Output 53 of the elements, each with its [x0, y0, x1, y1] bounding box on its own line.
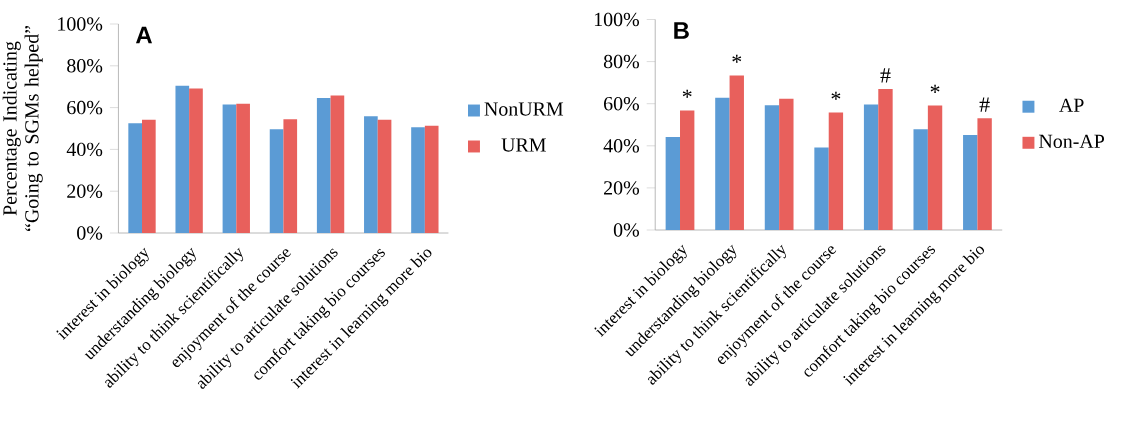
y-tick-label: 80% — [603, 54, 640, 69]
bar — [175, 85, 190, 233]
bar — [764, 105, 780, 230]
y-tick-label: 60% — [604, 96, 640, 111]
bar — [963, 135, 978, 230]
annotation: * — [732, 54, 742, 63]
bar — [189, 88, 203, 233]
legend-label: URM — [501, 138, 546, 152]
bar — [729, 75, 744, 230]
bar — [878, 88, 893, 230]
bar — [269, 129, 284, 233]
bar — [680, 110, 695, 230]
bar — [665, 136, 681, 230]
bar — [283, 119, 298, 233]
bar — [142, 119, 156, 233]
bar — [715, 97, 730, 230]
bar — [236, 103, 250, 233]
bar — [411, 127, 425, 233]
bar — [222, 104, 237, 233]
y-tick-label: 100% — [58, 17, 103, 31]
annotation: * — [930, 84, 940, 93]
y-tick-label: 0% — [613, 223, 640, 237]
bar — [977, 118, 992, 230]
bar — [424, 125, 439, 233]
bar — [828, 112, 844, 230]
bar — [364, 116, 378, 233]
bar — [316, 97, 331, 233]
bar — [927, 105, 943, 230]
chart-title: B — [674, 22, 689, 39]
y-tick-label: 40% — [66, 142, 103, 157]
y-axis-title: Percentage Indicating “Going to SGMs helped” — [2, 25, 43, 232]
chart-title: A — [135, 26, 152, 44]
y-tick-label: 100% — [594, 12, 640, 27]
legend-label: NonURM — [484, 102, 564, 116]
annotation: # — [979, 97, 990, 112]
bar — [913, 129, 928, 230]
y-tick-label: 60% — [67, 100, 103, 115]
y-tick-label: 40% — [603, 139, 640, 153]
annotation: * — [682, 89, 692, 98]
y-tick-label: 20% — [67, 184, 103, 198]
y-tick-label: 20% — [604, 181, 640, 195]
bar — [330, 95, 345, 233]
bar — [779, 98, 794, 230]
y-tick-label: 0% — [77, 226, 103, 240]
legend-label: Non-AP — [1038, 134, 1105, 149]
annotation: # — [880, 68, 891, 83]
legend-label: AP — [1059, 98, 1084, 112]
bar — [863, 104, 879, 230]
y-tick-label: 80% — [67, 59, 103, 73]
bar — [814, 147, 829, 230]
bar — [377, 119, 392, 233]
annotation: * — [831, 91, 841, 100]
bar — [128, 123, 142, 233]
